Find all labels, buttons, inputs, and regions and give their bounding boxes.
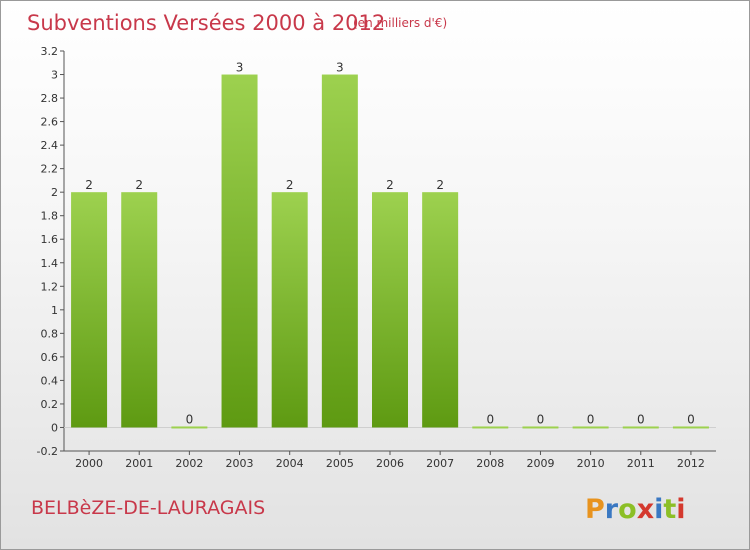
data-label: 0 (587, 412, 595, 426)
data-label: 2 (386, 178, 394, 192)
y-tick-label: 2.6 (41, 116, 59, 129)
logo-letter: i (654, 494, 663, 525)
x-tick-label: 2003 (226, 457, 254, 470)
bar (71, 192, 108, 428)
data-labels-group: 2 2 0 3 2 3 2 2 0 0 0 0 0 (85, 61, 694, 427)
bar (622, 426, 659, 429)
x-tick-label: 2002 (175, 457, 203, 470)
logo-letter: i (676, 494, 685, 525)
y-tick-label: 2.4 (41, 139, 59, 152)
y-tick-label: 1.6 (41, 233, 59, 246)
y-tick-label: 1 (51, 304, 58, 317)
x-tick-label: 2012 (677, 457, 705, 470)
bar (271, 192, 308, 428)
data-label: 2 (85, 178, 93, 192)
x-tick-label: 2004 (276, 457, 304, 470)
y-tick-label: 2.8 (41, 92, 59, 105)
x-tick-label: 2001 (125, 457, 153, 470)
proxiti-logo: Proxiti (585, 494, 686, 525)
y-tick-label: -0.2 (37, 445, 58, 458)
y-tick-label: 0.4 (41, 374, 59, 387)
bar (422, 192, 459, 428)
data-label: 0 (637, 412, 645, 426)
y-tick-label: 2.2 (41, 163, 59, 176)
bar (171, 426, 208, 429)
x-tick-label: 2008 (476, 457, 504, 470)
axes: -0.2 0 0.2 0.4 0.6 0.8 1 1.2 1.4 1.6 1.8 2 2.2 2.4 2.6… (37, 45, 716, 470)
bar (121, 192, 158, 428)
logo-letter: o (618, 494, 637, 525)
y-tick-label: 0.2 (41, 398, 59, 411)
logo-letter: x (637, 494, 654, 525)
x-tick-label: 2007 (426, 457, 454, 470)
x-tick-label: 2011 (627, 457, 655, 470)
y-tick-label: 0.6 (41, 351, 59, 364)
bar (672, 426, 709, 429)
bar (221, 74, 258, 428)
data-label: 0 (186, 412, 194, 426)
bar (472, 426, 509, 429)
data-label: 0 (537, 412, 545, 426)
x-tick-label: 2006 (376, 457, 404, 470)
y-tick-label: 1.8 (41, 210, 59, 223)
data-label: 0 (687, 412, 695, 426)
x-tick-label: 2009 (526, 457, 554, 470)
logo-letter: r (605, 494, 619, 525)
commune-name: BELBèZE-DE-LAURAGAIS (31, 497, 265, 519)
logo-letter: t (663, 494, 676, 525)
y-tick-label: 1.4 (41, 257, 59, 270)
data-label: 3 (336, 61, 344, 75)
chart-title: Subventions Versées 2000 à 2012 (27, 11, 385, 35)
y-tick-label: 0.8 (41, 327, 59, 340)
y-tick-label: 3 (51, 69, 58, 82)
bar (321, 74, 358, 428)
y-tick-label: 0 (51, 421, 58, 434)
bar (572, 426, 609, 429)
x-tick-label: 2000 (75, 457, 103, 470)
x-tick-label: 2005 (326, 457, 354, 470)
bar (372, 192, 408, 428)
data-label: 0 (486, 412, 494, 426)
logo-letter: P (585, 494, 605, 525)
data-label: 2 (286, 178, 294, 192)
data-label: 3 (236, 61, 244, 75)
x-tick-label: 2010 (577, 457, 605, 470)
y-tick-label: 1.2 (41, 280, 59, 293)
bars-group (71, 74, 709, 429)
data-label: 2 (135, 178, 143, 192)
bar (522, 426, 559, 429)
chart-unit-note: (en milliers d'€) (353, 16, 447, 30)
data-label: 2 (436, 178, 444, 192)
y-tick-label: 2 (51, 186, 58, 199)
y-tick-label: 3.2 (41, 45, 59, 58)
